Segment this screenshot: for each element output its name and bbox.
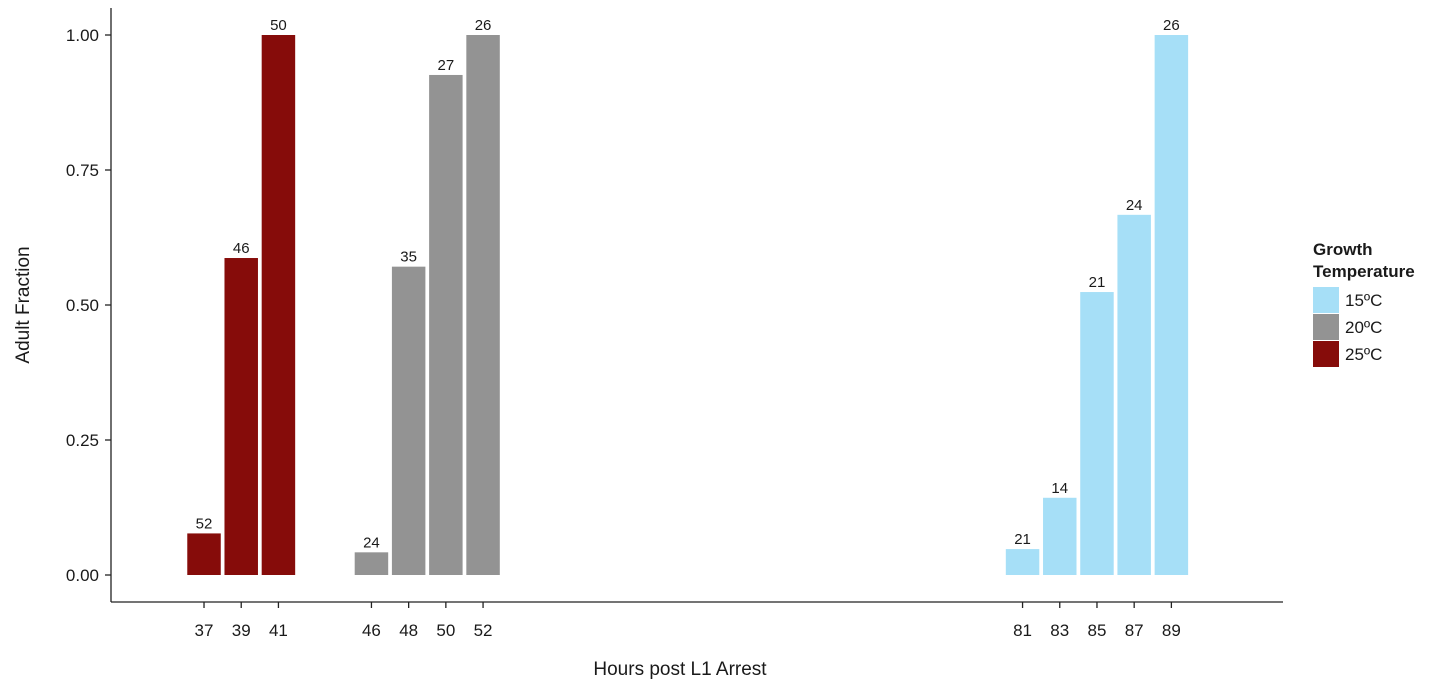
bar [224,258,258,575]
bar [1117,214,1151,575]
legend-label: 20ºC [1345,318,1382,337]
x-tick-label: 50 [436,621,455,640]
bar [391,266,426,575]
bar [1154,35,1189,575]
x-tick-label: 37 [195,621,214,640]
bar [1043,497,1077,575]
legend-label: 15ºC [1345,291,1382,310]
y-tick-label: 1.00 [66,26,99,45]
bar-data-label: 50 [270,17,287,34]
legend-swatch [1313,314,1339,340]
bar [354,552,389,575]
x-tick-label: 89 [1162,621,1181,640]
legend-title-line-1: Growth [1313,240,1373,259]
bar-data-label: 14 [1051,480,1068,497]
x-tick-label: 48 [399,621,418,640]
x-tick-label: 87 [1125,621,1144,640]
bar [261,35,296,575]
legend-title-line-2: Temperature [1313,262,1415,281]
bar-data-label: 27 [438,57,455,74]
bars-layer [187,35,1189,576]
y-tick-label: 0.50 [66,296,99,315]
bar [187,533,221,575]
y-tick-label: 0.00 [66,566,99,585]
bar-data-label: 21 [1089,274,1106,291]
bar-data-label: 46 [233,240,250,257]
x-tick-label: 39 [232,621,251,640]
legend-label: 25ºC [1345,345,1382,364]
bar-data-label: 35 [400,249,417,266]
bar [466,35,500,575]
x-tick-label: 83 [1050,621,1069,640]
x-tick-label: 46 [362,621,381,640]
bar-data-label: 52 [196,515,213,532]
bar [1080,292,1114,575]
x-tick-label: 41 [269,621,288,640]
y-ticks-layer: 0.00 0.25 0.50 0.75 1.00 [66,26,111,585]
bar-data-label: 21 [1014,531,1031,548]
x-axis-title: Hours post L1 Arrest [593,659,767,680]
bar-labels-layer: 21 14 21 24 26 24 35 27 26 52 46 50 [196,17,1180,551]
x-tick-label: 85 [1088,621,1107,640]
x-tick-label: 81 [1013,621,1032,640]
y-tick-label: 0.25 [66,431,99,450]
bar-data-label: 26 [1163,17,1180,34]
legend-items: 15ºC 20ºC 25ºC [1313,287,1382,367]
x-tick-label: 52 [474,621,493,640]
bar-data-label: 24 [1126,197,1143,214]
bar [429,74,463,576]
legend: Growth Temperature 15ºC 20ºC 25ºC [1313,240,1415,367]
x-ticks-layer: 81 83 85 87 89 46 48 50 52 37 39 41 [195,602,1181,640]
legend-swatch [1313,341,1339,367]
bar [1005,549,1040,575]
y-tick-label: 0.75 [66,161,99,180]
bar-data-label: 26 [475,17,492,34]
bar-data-label: 24 [363,534,380,551]
y-axis-title: Adult Fraction [13,246,34,363]
legend-swatch [1313,287,1339,313]
